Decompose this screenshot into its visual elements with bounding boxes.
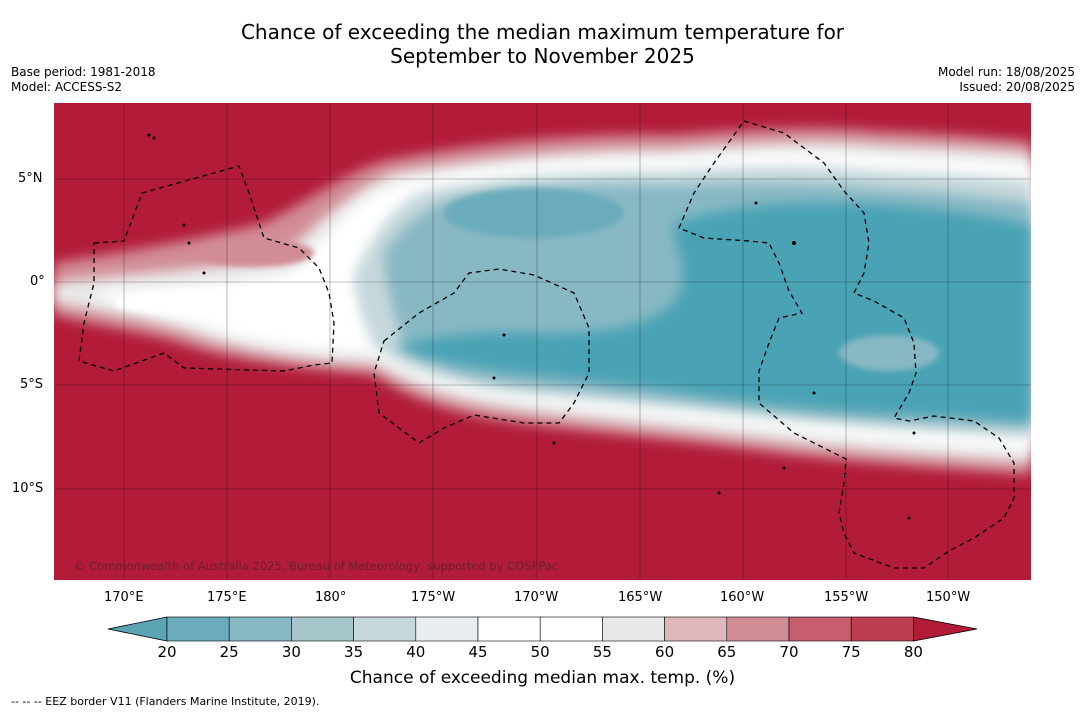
eez-central bbox=[373, 268, 590, 444]
colorbar-segment bbox=[850, 616, 914, 642]
title-line-2: September to November 2025 bbox=[390, 44, 695, 68]
lon-label-160w: 160°W bbox=[720, 590, 765, 605]
colorbar-tick-label: 40 bbox=[406, 643, 426, 661]
model-run-info: Model run: 18/08/2025 Issued: 20/08/2025 bbox=[938, 65, 1075, 95]
lon-label-180: 180° bbox=[315, 590, 347, 605]
colorbar-segment bbox=[353, 616, 417, 642]
colorbar-tick-label: 35 bbox=[344, 643, 364, 661]
colorbar-segment bbox=[788, 616, 852, 642]
colorbar-tick-label: 30 bbox=[281, 643, 301, 661]
colorbar-tick-label: 80 bbox=[903, 643, 923, 661]
forecast-map: © Commonwealth of Australia 2025, Bureau… bbox=[54, 103, 1031, 580]
colorbar-segment bbox=[415, 616, 479, 642]
base-period-info: Base period: 1981-2018 Model: ACCESS-S2 bbox=[11, 65, 156, 95]
pink-patch-north bbox=[194, 239, 314, 267]
colorbar-segment bbox=[166, 616, 230, 642]
colorbar-tick-label: 70 bbox=[779, 643, 799, 661]
colorbar-segment bbox=[539, 616, 603, 642]
colorbar-segment bbox=[291, 616, 354, 642]
eez-west bbox=[78, 165, 335, 372]
colorbar-tick-label: 45 bbox=[468, 643, 488, 661]
lon-label-155w: 155°W bbox=[824, 590, 869, 605]
copyright-text: © Commonwealth of Australia 2025, Bureau… bbox=[74, 559, 558, 573]
lon-label-150w: 150°W bbox=[926, 590, 971, 605]
colorbar-segment bbox=[228, 616, 292, 642]
colorbar-segment bbox=[477, 616, 541, 642]
colorbar-label: Chance of exceeding median max. temp. (%… bbox=[349, 668, 736, 688]
colorbar-tick-label: 55 bbox=[592, 643, 612, 661]
lat-label-5s: 5°S bbox=[20, 377, 44, 392]
lon-label-165w: 165°W bbox=[618, 590, 663, 605]
colorbar-segment bbox=[726, 616, 790, 642]
base-period: Base period: 1981-2018 bbox=[11, 65, 156, 79]
lon-label-175e: 175°E bbox=[207, 590, 247, 605]
lon-label-170w: 170°W bbox=[514, 590, 559, 605]
lon-label-175w: 175°W bbox=[411, 590, 456, 605]
colorbar-segment bbox=[664, 616, 728, 642]
colorbar bbox=[107, 616, 978, 642]
gridlines bbox=[54, 103, 1031, 580]
lat-label-0: 0° bbox=[30, 274, 45, 289]
colorbar-segment bbox=[602, 616, 665, 642]
colorbar-tick-label: 60 bbox=[655, 643, 675, 661]
eez-borders bbox=[78, 120, 1015, 569]
model-run: Model run: 18/08/2025 bbox=[937, 65, 1075, 79]
colorbar-tick-label: 25 bbox=[219, 643, 239, 661]
colorbar-tick-label: 20 bbox=[157, 643, 177, 661]
map-title: Chance of exceeding the median maximum t… bbox=[0, 20, 1085, 68]
lat-label-10s: 10°S bbox=[12, 481, 44, 496]
islands bbox=[147, 133, 916, 520]
teal-patch-east bbox=[839, 335, 939, 371]
lat-label-5n: 5°N bbox=[18, 171, 43, 186]
colorbar-tick-label: 50 bbox=[530, 643, 550, 661]
issued-date: Issued: 20/08/2025 bbox=[959, 80, 1075, 94]
eez-east bbox=[678, 120, 1015, 569]
lon-label-170e: 170°E bbox=[104, 590, 144, 605]
colorbar-tick-label: 75 bbox=[841, 643, 861, 661]
colorbar-extend-low bbox=[107, 616, 168, 642]
teal-patch-north bbox=[444, 188, 624, 238]
colorbar-tick-label: 65 bbox=[717, 643, 737, 661]
white-tongue-west bbox=[114, 289, 354, 317]
colorbar-extend-high bbox=[913, 616, 978, 642]
model-name: Model: ACCESS-S2 bbox=[11, 80, 123, 94]
title-line-1: Chance of exceeding the median maximum t… bbox=[240, 20, 845, 44]
eez-footnote: -- -- -- EEZ border V11 (Flanders Marine… bbox=[11, 695, 320, 708]
